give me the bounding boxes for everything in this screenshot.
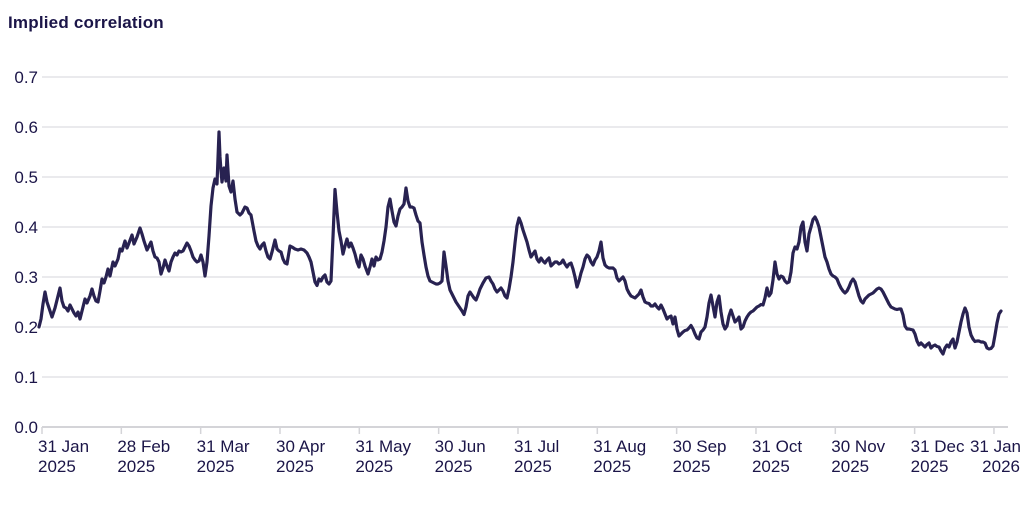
- x-tick-label-date: 30 Jun: [435, 437, 486, 456]
- x-tick-label-date: 31 Oct: [752, 437, 802, 456]
- x-tick-label-date: 31 Dec: [911, 437, 965, 456]
- x-tick-label-year: 2025: [752, 457, 790, 476]
- y-tick-label: 0.6: [14, 118, 38, 137]
- x-tick-label-date: 30 Sep: [673, 437, 727, 456]
- x-tick-label-year: 2025: [276, 457, 314, 476]
- y-tick-label: 0.2: [14, 318, 38, 337]
- x-tick-label-date: 31 Jan: [970, 437, 1021, 456]
- x-tick-label-year: 2026: [982, 457, 1020, 476]
- x-tick-label-date: 30 Nov: [831, 437, 885, 456]
- x-tick-label-date: 31 Aug: [593, 437, 646, 456]
- y-tick-label: 0.1: [14, 368, 38, 387]
- x-tick-label-date: 31 May: [355, 437, 411, 456]
- x-tick-label-year: 2025: [117, 457, 155, 476]
- y-tick-label: 0.3: [14, 268, 38, 287]
- x-tick-label-year: 2025: [38, 457, 76, 476]
- x-tick-label-year: 2025: [355, 457, 393, 476]
- y-tick-label: 0.4: [14, 218, 38, 237]
- x-tick-label-year: 2025: [593, 457, 631, 476]
- gridlines: [42, 76, 1008, 428]
- x-tick-label-date: 30 Apr: [276, 437, 325, 456]
- x-tick-label-date: 31 Jan: [38, 437, 89, 456]
- y-axis-labels: 0.7 0.6 0.5 0.4 0.3 0.2 0.1 0.0: [14, 68, 38, 437]
- x-tick-label-date: 31 Mar: [197, 437, 250, 456]
- x-tick-label-year: 2025: [911, 457, 949, 476]
- x-tick-label-year: 2025: [514, 457, 552, 476]
- implied-correlation-line-series: [37, 130, 1003, 356]
- y-tick-label: 0.7: [14, 68, 38, 87]
- y-tick-label: 0.0: [14, 418, 38, 437]
- x-tick-label-date: 28 Feb: [117, 437, 170, 456]
- x-tick-label-year: 2025: [435, 457, 473, 476]
- x-tick-label-year: 2025: [673, 457, 711, 476]
- y-tick-label: 0.5: [14, 168, 38, 187]
- x-tick-label-year: 2025: [197, 457, 235, 476]
- x-tick-label-year: 2025: [831, 457, 869, 476]
- chart-title: Implied correlation: [8, 13, 164, 32]
- x-tick-label-date: 31 Jul: [514, 437, 559, 456]
